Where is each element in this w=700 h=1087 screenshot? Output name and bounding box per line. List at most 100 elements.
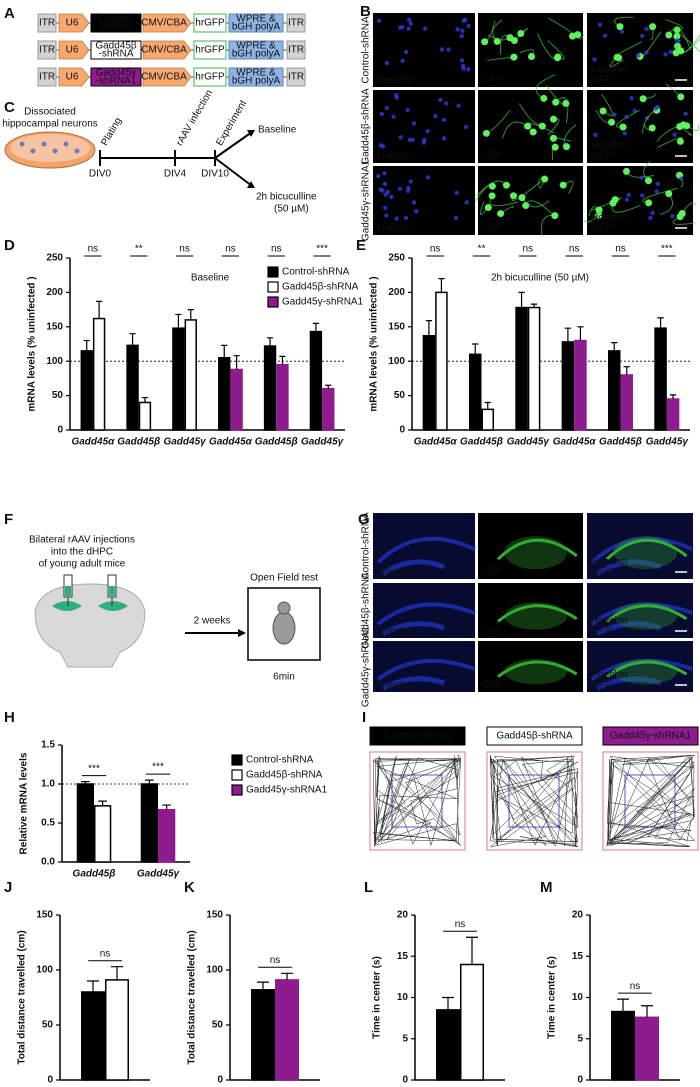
bar (435, 291, 448, 431)
outcome: Baseline (258, 125, 297, 136)
gfp-glow (613, 658, 678, 685)
nucleus (384, 60, 390, 66)
y-tick-label: 200 (388, 287, 405, 298)
construct-promoter (142, 13, 192, 33)
neuron (644, 177, 652, 185)
nucleus (407, 137, 413, 143)
gfp-glow (504, 602, 568, 630)
neuron (678, 209, 686, 217)
nucleus (456, 103, 461, 108)
neuron (524, 122, 532, 130)
panel-label: H (4, 709, 15, 726)
hoechst-layer (376, 536, 476, 564)
x-tick-label: Gadd45β (117, 437, 160, 448)
y-tick-label: 0 (399, 425, 405, 436)
y-tick-label: 0 (57, 425, 63, 436)
y-axis-title: mRNA levels (% uninfected ) (27, 276, 38, 411)
error-bar (81, 781, 90, 784)
significance: ns (225, 244, 236, 255)
nucleus (384, 213, 389, 218)
nucleus (464, 200, 469, 205)
construct-promoter (58, 40, 90, 60)
nucleus (668, 49, 673, 55)
error-bar (657, 317, 664, 329)
row-label: Gadd45γ-shRNA1 (361, 625, 372, 707)
neuron (673, 32, 681, 40)
micrograph (587, 90, 693, 163)
nucleus (433, 113, 438, 119)
row-label: Gadd45β-shRNA (361, 572, 372, 649)
panel-label: G (358, 511, 370, 528)
panel-label: I (362, 709, 366, 726)
track-title: Gadd45γ-shRNA1 (610, 731, 692, 742)
subtitle: Baseline (191, 273, 230, 284)
panel-label: J (4, 879, 12, 896)
bar (436, 1009, 460, 1081)
nucleus (612, 112, 617, 117)
nucleus (460, 63, 466, 69)
timeline-step: Experiment (214, 98, 249, 147)
channel-label: GFP (591, 151, 612, 162)
duration: 6min (273, 672, 295, 683)
bar (275, 979, 299, 1081)
neurite (609, 56, 624, 68)
error-bar (325, 384, 332, 389)
neuron (482, 129, 490, 137)
mouse-head (277, 601, 291, 615)
nucleus (406, 26, 411, 31)
significance: ** (135, 244, 143, 255)
nucleus (459, 33, 464, 39)
nucleus (644, 26, 649, 32)
legend-swatch (231, 784, 243, 796)
nucleus (384, 105, 389, 111)
nucleus (407, 17, 412, 23)
nucleus (460, 28, 465, 34)
neuron (608, 118, 616, 126)
timeline-step: rAAV infection (174, 88, 215, 148)
construct-shrna: Control- (98, 14, 134, 25)
nucleus (414, 209, 419, 214)
bar (309, 330, 323, 431)
significance: *** (88, 763, 100, 774)
bar (263, 345, 277, 431)
bar (126, 344, 139, 431)
x-tick-label: Gadd45β (73, 869, 116, 880)
construct-box (37, 40, 57, 60)
track-title-box (486, 726, 583, 746)
nucleus (461, 18, 466, 23)
panel-label: K (184, 879, 195, 896)
error-bar (257, 981, 269, 990)
neuron (616, 23, 624, 31)
nucleus (670, 213, 675, 219)
bar (574, 339, 587, 431)
neuron (552, 98, 560, 106)
gfp-glow (504, 658, 568, 685)
nucleus (376, 173, 381, 179)
construct-shrna: -shRNA1 (96, 76, 137, 87)
construct-label: U6 (66, 72, 79, 83)
construct-box (90, 13, 142, 33)
channel-label: GFP (482, 626, 503, 637)
construct-box (37, 67, 57, 87)
x-tick-label: Gadd45γ (301, 437, 345, 448)
bar (654, 327, 667, 431)
legend-swatch (267, 281, 279, 293)
hoechst-layer (595, 621, 662, 636)
significance: ns (271, 244, 282, 255)
channel-label: GFP (591, 75, 612, 86)
construct-box (228, 67, 284, 87)
nucleus (683, 111, 688, 117)
neuron (677, 47, 685, 55)
construct-label: U6 (66, 45, 79, 56)
y-tick-label: 50 (42, 1020, 54, 1031)
nucleus (455, 27, 460, 32)
timeline-step: Plating (99, 116, 124, 148)
arrowhead (247, 130, 255, 137)
significance: ns (100, 948, 111, 959)
legend-swatch (267, 296, 279, 308)
nucleus (644, 50, 649, 55)
construct-label: bGH polyA (232, 76, 281, 87)
bar (422, 334, 436, 431)
nucleus (411, 200, 417, 205)
nucleus (394, 95, 400, 100)
